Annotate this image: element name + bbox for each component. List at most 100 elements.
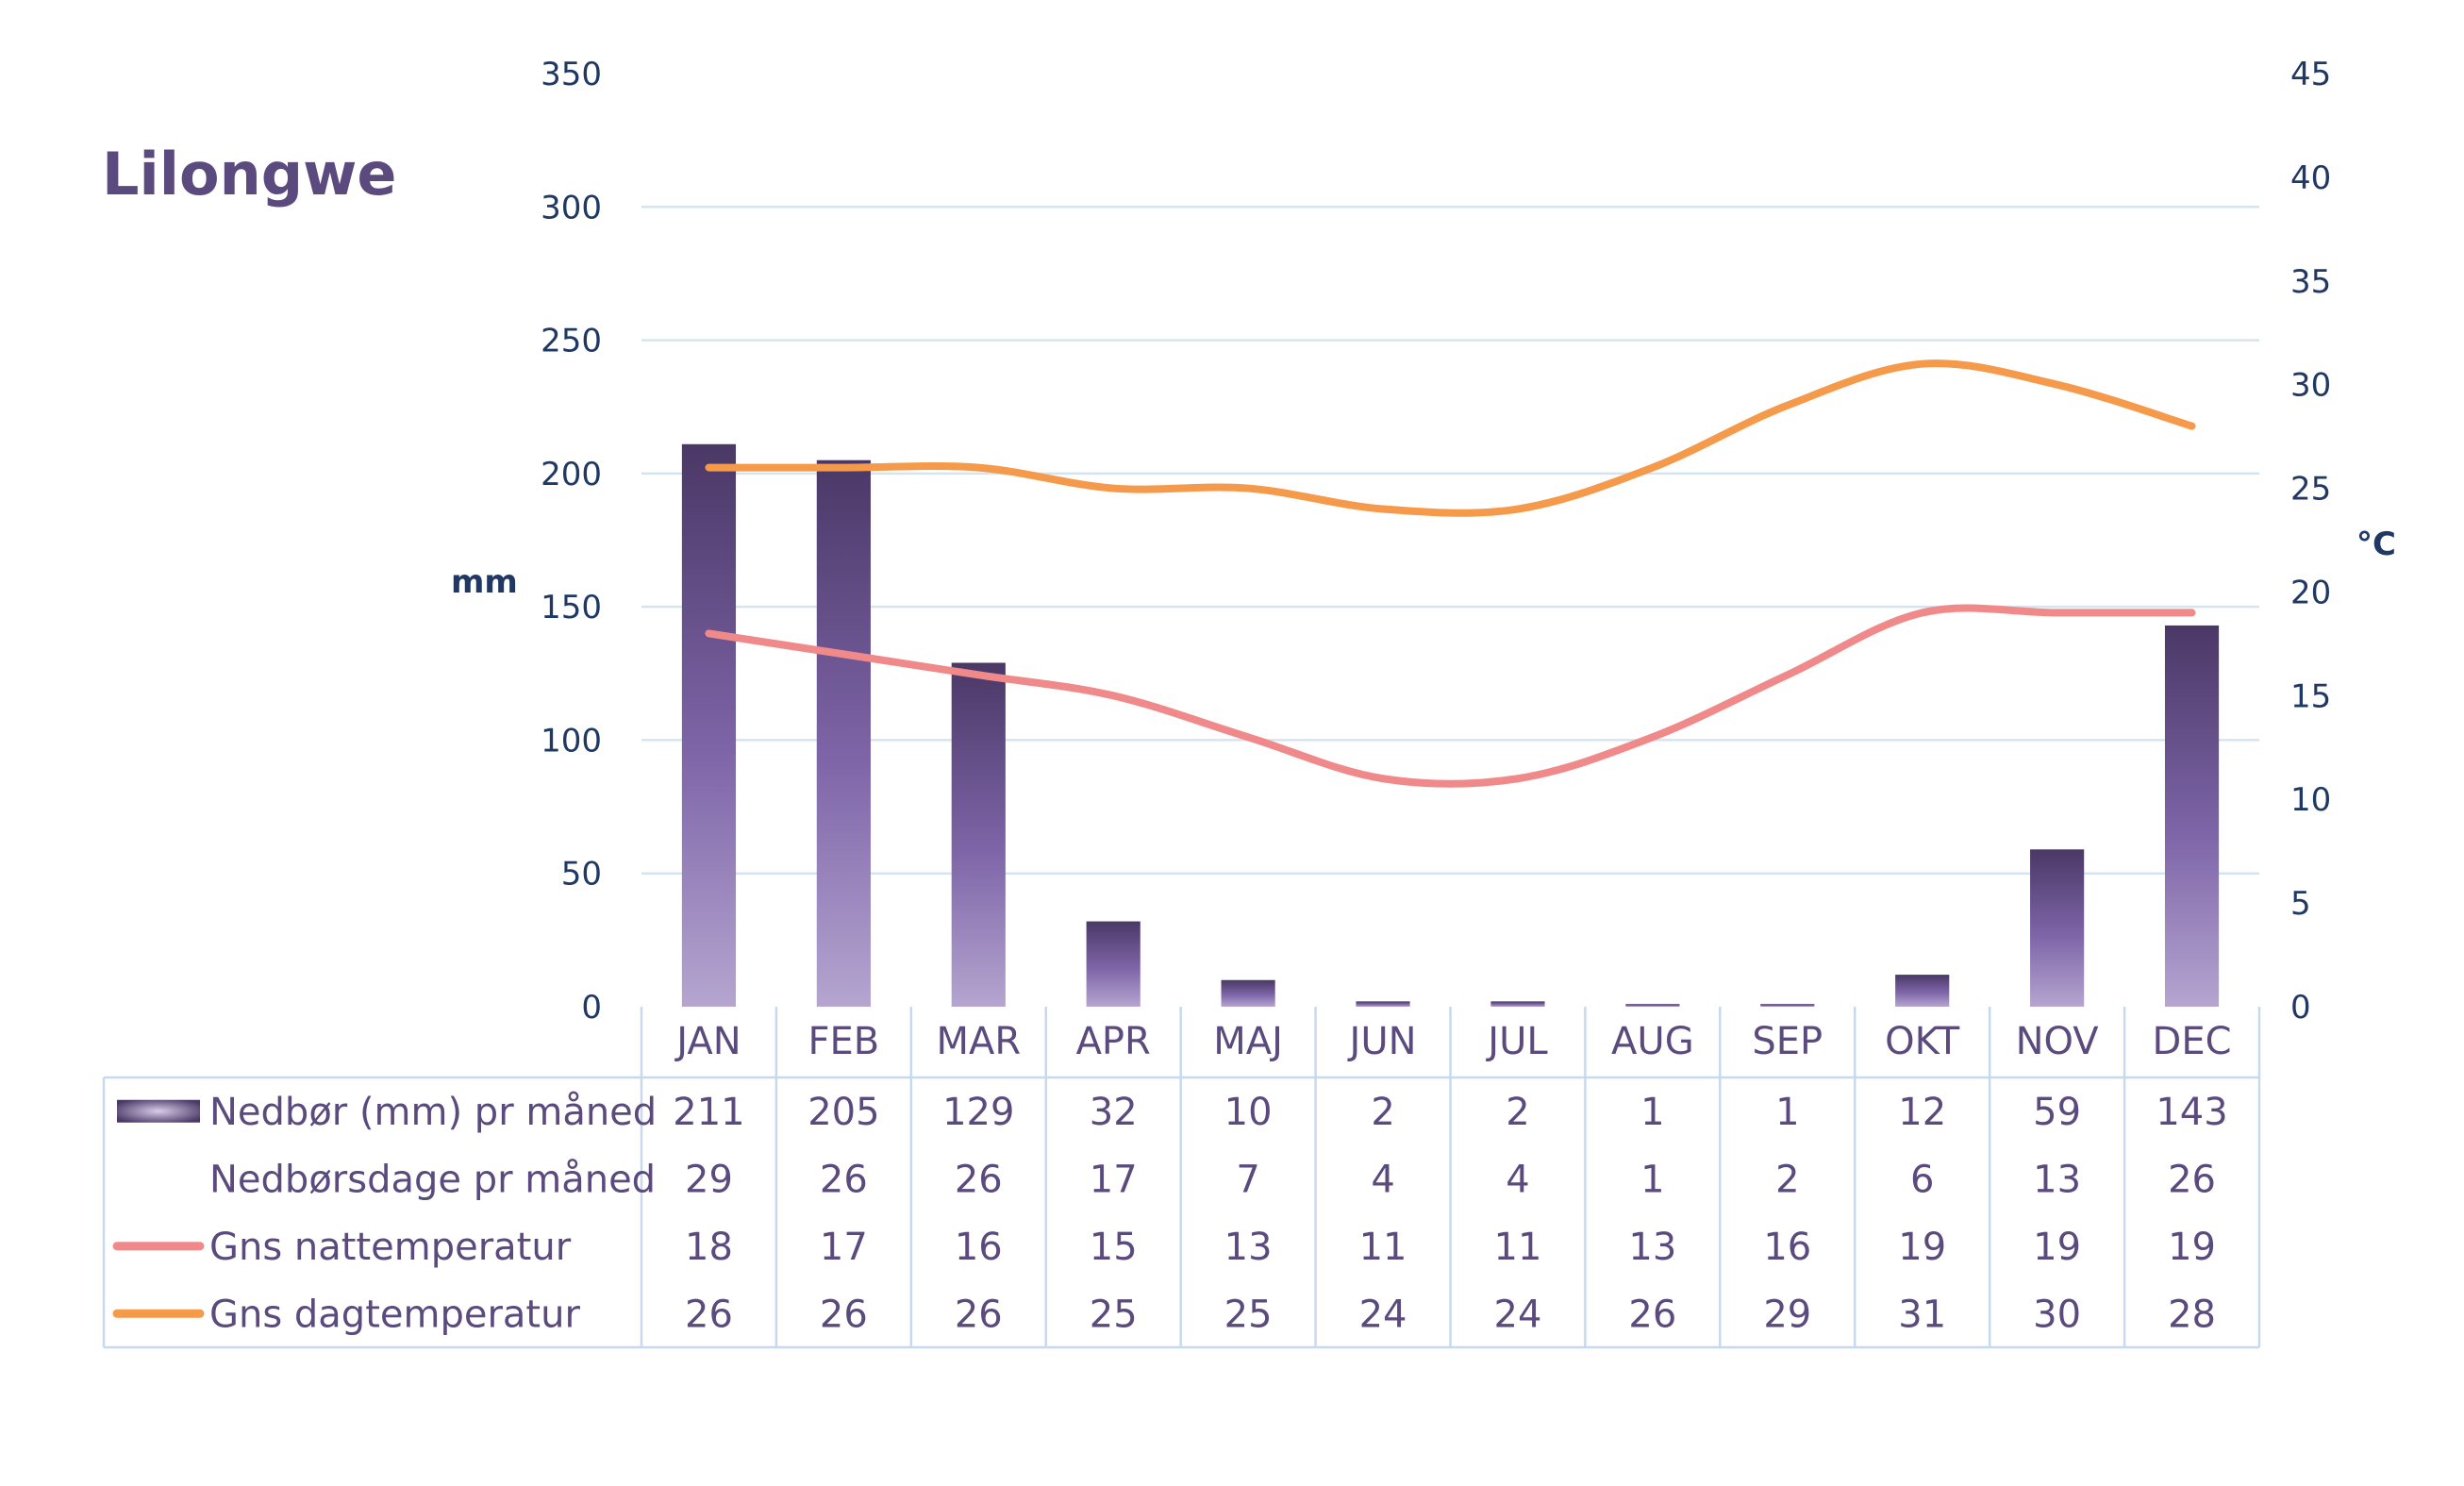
- precipitation-bar: [1356, 1001, 1410, 1007]
- month-label: MAJ: [1213, 1020, 1283, 1063]
- gridlines: [641, 206, 2259, 875]
- right-tick-label: 10: [2290, 781, 2331, 819]
- legend-swatch-precipitation: [117, 1099, 200, 1123]
- month-label: AUG: [1611, 1020, 1694, 1063]
- table-cell: 211: [673, 1091, 744, 1134]
- table-cell: 2: [1775, 1158, 1799, 1201]
- table-cell: 11: [1359, 1226, 1407, 1269]
- left-tick-label: 200: [541, 456, 602, 493]
- precipitation-bar: [1490, 1001, 1545, 1007]
- left-tick-label: 250: [541, 323, 602, 360]
- month-label: NOV: [2016, 1020, 2100, 1063]
- left-tick-label: 150: [541, 589, 602, 626]
- chart-title: Lilongwe: [102, 140, 396, 209]
- table-cell: 29: [1763, 1293, 1811, 1336]
- precipitation-bar: [1221, 979, 1275, 1007]
- night-temperature-line: [705, 604, 2196, 788]
- right-tick-label: 20: [2290, 574, 2331, 611]
- table-cell: 59: [2033, 1091, 2081, 1134]
- table-cell: 26: [1628, 1293, 1676, 1336]
- table-cell: 25: [1224, 1293, 1273, 1336]
- table-cell: 17: [1090, 1158, 1138, 1201]
- left-tick-label: 50: [561, 856, 602, 893]
- precipitation-bar: [2030, 849, 2085, 1007]
- table-cell: 19: [2168, 1226, 2216, 1269]
- table-cell: 25: [1090, 1293, 1138, 1336]
- table-cell: 10: [1224, 1091, 1273, 1134]
- left-tick-label: 350: [541, 56, 602, 93]
- table-cell: 2: [1371, 1091, 1394, 1134]
- day-temperature-line: [705, 359, 2196, 517]
- row-label: Gns dagtemperatur: [209, 1293, 580, 1336]
- precipitation-bar: [681, 443, 737, 1007]
- table-cell: 29: [685, 1158, 733, 1201]
- table-cell: 1: [1775, 1091, 1799, 1134]
- table-cell: 28: [2168, 1293, 2216, 1336]
- precipitation-bar: [1760, 1004, 1815, 1007]
- table-cell: 19: [2033, 1226, 2081, 1269]
- table-cell: 7: [1236, 1158, 1259, 1201]
- table-cell: 1: [1640, 1091, 1664, 1134]
- month-label: MAR: [936, 1020, 1021, 1063]
- table-cell: 13: [2033, 1158, 2081, 1201]
- row-label: Gns nattemperatur: [209, 1226, 572, 1269]
- right-tick-label: 15: [2290, 677, 2331, 715]
- month-label: JAN: [674, 1020, 741, 1063]
- table-cell: 17: [820, 1226, 868, 1269]
- table-cell: 24: [1494, 1293, 1542, 1336]
- table-cell: 13: [1224, 1226, 1273, 1269]
- precipitation-bars: [681, 443, 2220, 1007]
- month-label: FEB: [808, 1020, 880, 1063]
- right-axis-ticks: 0 5 10 15 20 25 30 35 40 45: [2290, 56, 2331, 1027]
- precipitation-bar: [1086, 921, 1140, 1007]
- month-label: JUL: [1485, 1020, 1548, 1063]
- table-cell: 26: [2168, 1158, 2216, 1201]
- table-cell: 2: [1506, 1091, 1529, 1134]
- table-cell: 129: [942, 1091, 1014, 1134]
- table-cell: 31: [1898, 1293, 1946, 1336]
- table-cell: 26: [955, 1158, 1003, 1201]
- month-label: SEP: [1752, 1020, 1823, 1063]
- table-cell: 4: [1371, 1158, 1394, 1201]
- table-cell: 26: [955, 1293, 1003, 1336]
- table-cell: 30: [2033, 1293, 2081, 1336]
- table-cell: 205: [807, 1091, 879, 1134]
- table-cell: 24: [1359, 1293, 1407, 1336]
- table-cell: 19: [1898, 1226, 1946, 1269]
- right-tick-label: 25: [2290, 471, 2331, 509]
- left-axis-ticks: 0 50 100 150 200 250 300 350: [541, 56, 602, 1027]
- right-tick-label: 30: [2290, 367, 2331, 405]
- left-tick-label: 300: [541, 189, 602, 226]
- row-label: Nedbør (mm) pr måned: [209, 1091, 657, 1134]
- table-cell: 13: [1628, 1226, 1676, 1269]
- table-cell: 6: [1910, 1158, 1934, 1201]
- precipitation-bar: [2164, 625, 2220, 1007]
- table-cell: 1: [1640, 1158, 1664, 1201]
- temperature-lines: [705, 359, 2196, 788]
- table-cell: 18: [685, 1226, 733, 1269]
- right-axis-unit: °C: [2356, 526, 2396, 563]
- right-tick-label: 5: [2290, 885, 2311, 923]
- right-tick-label: 40: [2290, 159, 2331, 197]
- table-cell: 12: [1898, 1091, 1946, 1134]
- right-tick-label: 45: [2290, 56, 2331, 93]
- month-label: DEC: [2153, 1020, 2232, 1063]
- precipitation-bar: [816, 459, 871, 1007]
- data-table: JAN FEB MAR APR MAJ JUN JUL AUG SEP OKT NOV DEC Nedb…: [102, 1007, 2261, 1349]
- left-axis-unit: mm: [451, 563, 518, 601]
- table-cell: 16: [955, 1226, 1003, 1269]
- month-label: OKT: [1885, 1020, 1960, 1063]
- month-label: JUN: [1347, 1020, 1417, 1063]
- right-tick-label: 0: [2290, 989, 2311, 1027]
- table-cell: 26: [685, 1293, 733, 1336]
- table-cell: 143: [2156, 1091, 2227, 1134]
- precipitation-bar: [951, 662, 1006, 1007]
- month-label: APR: [1076, 1020, 1151, 1063]
- table-cell: 4: [1506, 1158, 1529, 1201]
- right-tick-label: 35: [2290, 263, 2331, 301]
- table-cell: 32: [1090, 1091, 1138, 1134]
- table-cell: 26: [820, 1293, 868, 1336]
- table-cell: 16: [1763, 1226, 1811, 1269]
- row-label: Nedbørsdage pr måned: [209, 1158, 656, 1201]
